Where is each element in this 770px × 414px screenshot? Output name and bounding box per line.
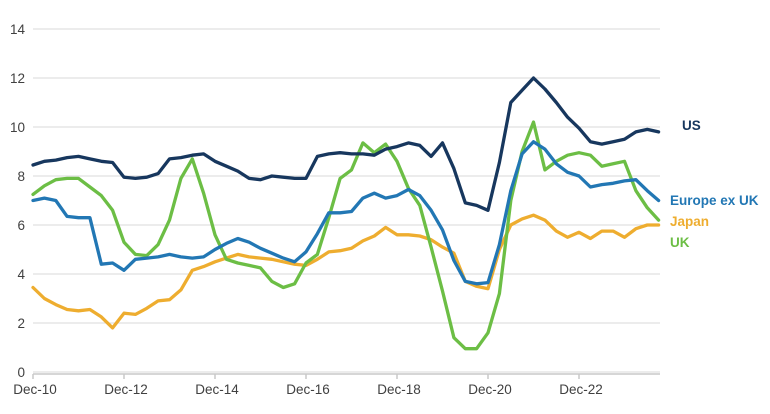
y-tick-label: 2 [17,316,25,331]
y-tick-label: 10 [10,120,25,135]
y-tick-label: 0 [17,365,25,380]
series-line-japan [31,213,661,330]
x-axis-tick-labels: Dec-10 Dec-12 Dec-14 Dec-16 Dec-18 Dec-20 Dec-… [13,382,603,397]
series-lines [31,76,661,351]
x-tick-label: Dec-10 [13,382,57,397]
legend-label-europe-ex-uk: Europe ex UK [670,193,759,208]
x-tick-label: Dec-16 [286,382,330,397]
gridlines [33,28,660,373]
x-tick-label: Dec-20 [468,382,512,397]
y-tick-label: 8 [17,169,25,184]
y-tick-label: 12 [10,71,25,86]
legend-label-uk: UK [670,235,690,250]
x-axis [32,373,660,379]
y-tick-label: 4 [17,267,25,282]
legend-label-japan: Japan [670,214,709,229]
series-line-us [31,76,661,212]
legend: US Europe ex UK Japan UK [670,118,759,250]
series-line-europe-ex-uk [31,140,661,286]
y-tick-label: 14 [10,22,26,37]
x-tick-label: Dec-18 [377,382,421,397]
x-tick-label: Dec-14 [195,382,239,397]
legend-label-us: US [682,118,701,133]
y-axis-tick-labels: 0 2 4 6 8 10 12 14 [10,22,26,380]
x-tick-label: Dec-22 [559,382,603,397]
y-tick-label: 6 [17,218,25,233]
x-tick-label: Dec-12 [104,382,148,397]
